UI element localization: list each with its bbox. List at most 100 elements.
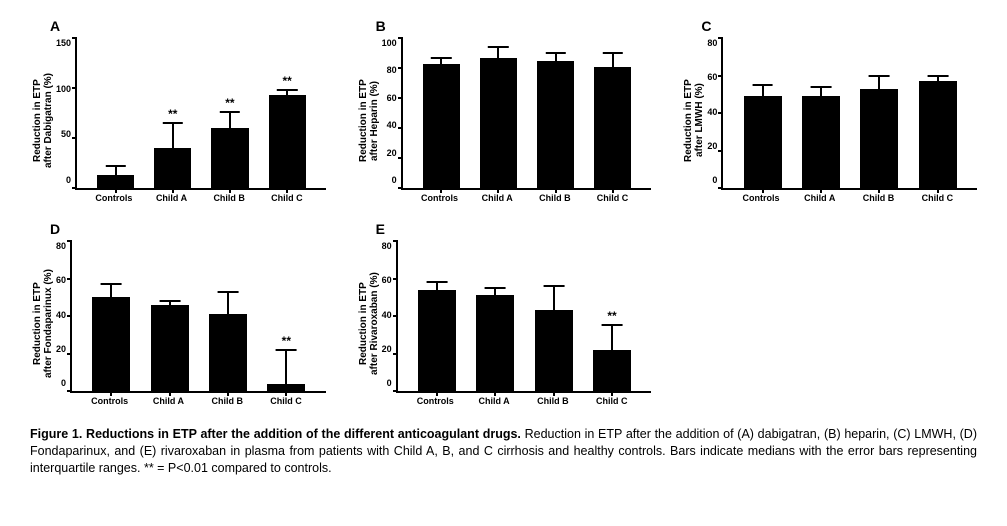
- x-tick-mark: [470, 188, 527, 193]
- y-tick-label: 40: [382, 310, 392, 320]
- bars-container: **: [72, 241, 326, 391]
- figure-grid: AReduction in ETPafter Dabigatran (%)150…: [30, 20, 977, 406]
- y-axis-label: Reduction in ETPafter Heparin (%): [356, 38, 382, 203]
- plot-area: [401, 38, 652, 190]
- y-tick-labels: 806040200: [707, 38, 721, 203]
- error-bar: [497, 47, 499, 58]
- error-bar: [612, 53, 614, 67]
- error-cap: [927, 75, 948, 77]
- y-tick-label: 80: [707, 38, 717, 48]
- error-bar: [285, 350, 287, 384]
- y-tick-label: 60: [387, 93, 397, 103]
- y-axis-label: Reduction in ETPafter LMWH (%): [681, 38, 707, 203]
- y-tick-label: 150: [56, 38, 71, 48]
- x-tick-mark: [82, 391, 140, 396]
- error-bar: [553, 286, 555, 310]
- x-axis-label: Controls: [85, 193, 143, 203]
- bar-slot: [82, 241, 140, 391]
- error-cap: [811, 86, 832, 88]
- bar-slot: **: [257, 241, 315, 391]
- x-axis-label: Controls: [406, 396, 465, 406]
- bar-slot: [141, 241, 199, 391]
- error-cap: [545, 52, 565, 54]
- error-bar: [110, 284, 112, 297]
- x-axis-label: Child A: [468, 193, 526, 203]
- y-tick-label: 80: [56, 241, 66, 251]
- bar: [151, 305, 189, 391]
- bar: [418, 290, 456, 391]
- bar-slot: **: [201, 38, 258, 188]
- x-axis-label: Child C: [584, 193, 642, 203]
- plot-column: ControlsChild AChild BChild C: [721, 38, 977, 203]
- y-tick-label: 0: [66, 175, 71, 185]
- chart-panel-B: BReduction in ETPafter Heparin (%)100806…: [356, 20, 652, 203]
- y-tick-label: 0: [61, 378, 66, 388]
- bar-slot: [408, 241, 466, 391]
- x-axis-label: Child A: [143, 193, 201, 203]
- bar-slot: [199, 241, 257, 391]
- x-tick-mark: [144, 188, 201, 193]
- plot-column: **ControlsChild AChild BChild C: [396, 241, 652, 406]
- x-tick-mark: [733, 188, 791, 193]
- error-cap: [431, 57, 451, 59]
- bar: [860, 89, 898, 188]
- y-tick-label: 0: [712, 175, 717, 185]
- error-cap: [488, 46, 508, 48]
- bar-slot: **: [144, 38, 201, 188]
- plot-area: ******: [75, 38, 326, 190]
- bar: [209, 314, 247, 391]
- significance-marker: **: [607, 309, 616, 323]
- y-tick-label: 0: [387, 378, 392, 388]
- y-tick-label: 100: [382, 38, 397, 48]
- bar-slot: [792, 38, 850, 188]
- x-tick-mark: [201, 188, 258, 193]
- x-tick-mark: [199, 391, 257, 396]
- y-tick-label: 60: [707, 72, 717, 82]
- bar-slot: [850, 38, 908, 188]
- plot-area: [721, 38, 977, 190]
- y-tick-label: 20: [707, 141, 717, 151]
- error-cap: [869, 75, 890, 77]
- bar-slot: [527, 38, 584, 188]
- error-cap: [218, 291, 239, 293]
- x-axis-label: Child C: [258, 193, 316, 203]
- bar: [744, 96, 782, 188]
- bar: **: [211, 128, 248, 188]
- x-tick-mark: [141, 391, 199, 396]
- x-tick-mark: [87, 188, 144, 193]
- error-cap: [427, 281, 448, 283]
- bar-slot: [470, 38, 527, 188]
- y-tick-label: 20: [387, 148, 397, 158]
- x-tick-mark: [584, 188, 641, 193]
- x-axis-label: Child C: [582, 396, 641, 406]
- x-axis-label: Child C: [257, 396, 316, 406]
- error-cap: [220, 111, 240, 113]
- plot-column: ControlsChild AChild BChild C: [401, 38, 652, 203]
- y-tick-label: 20: [56, 344, 66, 354]
- bar: **: [269, 95, 306, 188]
- x-tick-row: [723, 188, 977, 193]
- y-tick-label: 80: [382, 241, 392, 251]
- panel-letter: C: [701, 18, 711, 34]
- bar: [535, 310, 573, 391]
- bar: **: [267, 384, 305, 392]
- x-tick-mark: [259, 188, 316, 193]
- y-tick-label: 80: [387, 65, 397, 75]
- y-tick-label: 0: [392, 175, 397, 185]
- error-cap: [752, 84, 773, 86]
- error-cap: [105, 165, 125, 167]
- x-tick-mark: [850, 188, 908, 193]
- error-cap: [603, 52, 623, 54]
- y-tick-labels: 806040200: [56, 241, 70, 406]
- chart-panel-A: AReduction in ETPafter Dabigatran (%)150…: [30, 20, 326, 203]
- x-axis-label: Child B: [524, 396, 583, 406]
- y-tick-labels: 806040200: [382, 241, 396, 406]
- x-tick-mark: [257, 391, 315, 396]
- bar: [802, 96, 840, 188]
- chart-wrap: Reduction in ETPafter LMWH (%)806040200C…: [681, 20, 977, 203]
- x-tick-mark: [909, 188, 967, 193]
- x-tick-mark: [792, 188, 850, 193]
- bar: [97, 175, 134, 188]
- y-tick-label: 50: [61, 129, 71, 139]
- error-bar: [878, 76, 880, 89]
